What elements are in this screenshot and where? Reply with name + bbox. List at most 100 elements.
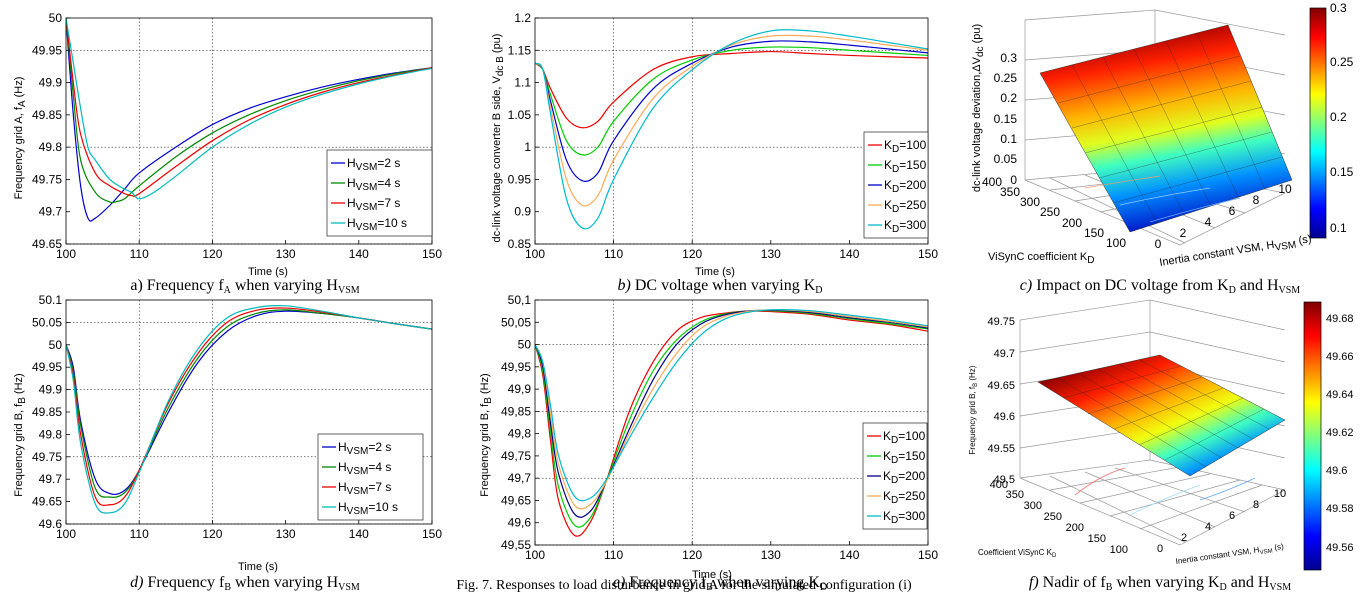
tick-label: 150 <box>1088 533 1106 545</box>
xlabel: Time (s) <box>695 266 735 278</box>
y-tick-label: 49,85 <box>501 404 531 418</box>
z-ticks: 49.5 49.55 49.6 49.65 49.7 49.75 <box>987 316 1015 486</box>
panel-d: 100 110 120 130 140 150 49.6 49.65 49.7 49.75 49.8… <box>13 293 442 593</box>
panel-a: 100 110 120 130 140 150 49.65 49.7 49.75 49.8 49.8… <box>13 11 442 296</box>
series-line-2 <box>66 309 432 498</box>
panel-c: 00.050.10.150.20.250.3 10015020025030035… <box>971 1 1354 296</box>
legend-label: KD=200 <box>883 469 926 486</box>
tick-label: 200 <box>1066 522 1084 534</box>
legend-label: KD=200 <box>884 178 927 195</box>
plot-frame <box>65 17 433 245</box>
tick-label: 0.1 <box>1330 221 1347 235</box>
y-tick-label: 49.85 <box>32 108 62 122</box>
tick-label: 49.56 <box>1326 542 1354 554</box>
tick-label: 6 <box>1229 510 1235 522</box>
legend-label: HVSM=4 s <box>338 460 391 477</box>
legend-label: KD=250 <box>884 198 927 215</box>
surface-mesh <box>1057 359 1270 468</box>
y-tick-label: 50 <box>49 11 63 25</box>
series-line-4 <box>66 18 432 200</box>
legend: KD=100 KD=150 KD=200 KD=250 KD=300 <box>863 131 929 239</box>
series-line-2 <box>535 46 928 156</box>
tick-label: 100 <box>1106 236 1126 250</box>
caption: d) Frequency fB when varying HVSM <box>130 574 360 593</box>
legend-label: HVSM=7 s <box>338 480 391 497</box>
tick-label: 350 <box>1000 185 1020 199</box>
tick-label: 10 <box>1274 488 1286 500</box>
y-tick-label: 49.9 <box>39 383 63 397</box>
y-tick-label: 50.05 <box>32 315 62 329</box>
contour-lines <box>1084 175 1241 223</box>
y-tick-label: 49.85 <box>32 405 62 419</box>
tick-label: 4 <box>1205 521 1211 533</box>
tick-label: 49.68 <box>1326 313 1354 325</box>
legend-label: HVSM=7 s <box>347 196 400 213</box>
y-tick-label: 49.65 <box>32 495 62 509</box>
legend-label: HVSM=10 s <box>338 500 398 517</box>
tick-label: 150 <box>1084 226 1104 240</box>
tick-label: 0.25 <box>994 71 1018 85</box>
tick-label: 300 <box>1024 500 1042 512</box>
contour-lines <box>1074 467 1256 516</box>
zlabel: dc-link voltage deviation,ΔVdc (pu) <box>971 24 986 192</box>
legend-label: KD=300 <box>884 218 927 235</box>
y-tick-label: 49.7 <box>39 205 63 219</box>
tick-label: 49.75 <box>987 316 1015 328</box>
y-tick-label: 49,7 <box>508 471 532 485</box>
y-tick-label: 50 <box>49 338 63 352</box>
ylabel: Frequency grid B, fB (Hz) <box>479 373 494 496</box>
colorbar <box>1303 301 1322 571</box>
x-tick-label: 150 <box>918 247 938 261</box>
ylabel: dc-link voltage converter B side, Vdc B … <box>491 34 506 243</box>
x-tick-label: 100 <box>56 527 76 541</box>
x-tick-label: 120 <box>202 247 222 261</box>
tick-label: 0.3 <box>1000 51 1017 65</box>
panel-b: 100 110 120 130 140 150 0.85 0.9 0.95 1 1.05 1.1 1.1… <box>491 11 938 296</box>
legend-label: HVSM=2 s <box>338 440 391 457</box>
tick-label: 100 <box>1110 544 1128 556</box>
caption: b) DC voltage when varying KD <box>618 277 823 296</box>
y-tick-label: 49.75 <box>32 450 62 464</box>
y-tick-label: 0.95 <box>508 172 532 186</box>
x-tick-label: 110 <box>604 548 623 562</box>
legend-label: KD=150 <box>883 449 926 466</box>
y-tick-label: 49,8 <box>508 427 532 441</box>
tick-label: 0.25 <box>1330 55 1354 69</box>
tick-label: 350 <box>1006 489 1024 501</box>
x-tick-label: 110 <box>130 247 149 261</box>
y-tick-label: 49.8 <box>39 427 63 441</box>
y-tick-label: 49.75 <box>32 172 62 186</box>
colorbar-ticks: 0.1 0.15 0.2 0.25 0.3 <box>1330 1 1354 235</box>
tick-label: 10 <box>1278 182 1292 196</box>
y-tick-label: 50,05 <box>501 315 531 329</box>
tick-label: 300 <box>1020 195 1040 209</box>
tick-label: 0 <box>1010 173 1017 187</box>
tick-label: 49.7 <box>994 348 1015 360</box>
tick-label: 0.1 <box>1000 132 1017 146</box>
tick-label: 49.5 <box>994 474 1015 486</box>
surface <box>1037 354 1286 477</box>
z-ticks: 0 0.05 0.1 0.15 0.2 0.25 0.3 <box>994 51 1018 187</box>
caption: e) Frequency fB when varying KD <box>613 574 827 593</box>
tick-label: 49.58 <box>1326 503 1354 515</box>
legend-label: KD=250 <box>883 489 926 506</box>
colorbar-ticks: 49.56 49.58 49.6 49.62 49.64 49.66 49.68 <box>1326 313 1354 554</box>
x-tick-label: 120 <box>682 548 702 562</box>
y-tick-label: 50,1 <box>508 293 532 307</box>
y-tick-label: 1.2 <box>514 11 531 25</box>
caption: f) Nadir of fB when varying KD and HVSM <box>1029 574 1291 593</box>
y-tick-label: 49,95 <box>501 360 531 374</box>
legend-label: HVSM=10 s <box>347 216 407 233</box>
x-tick-label: 130 <box>761 247 781 261</box>
tick-label: 6 <box>1229 204 1236 218</box>
y-tick-label: 0.85 <box>508 237 532 251</box>
panel-e: 100 110 120 130 140 150 49,55 49,6 49,65 49,7 49,7… <box>479 293 938 593</box>
x-tick-label: 120 <box>682 247 702 261</box>
surface <box>1039 24 1293 233</box>
x-tick-label: 150 <box>422 527 442 541</box>
y-tick-label: 50 <box>518 338 532 352</box>
xlabel: Time (s) <box>248 266 288 278</box>
legend-label: KD=150 <box>884 158 927 175</box>
